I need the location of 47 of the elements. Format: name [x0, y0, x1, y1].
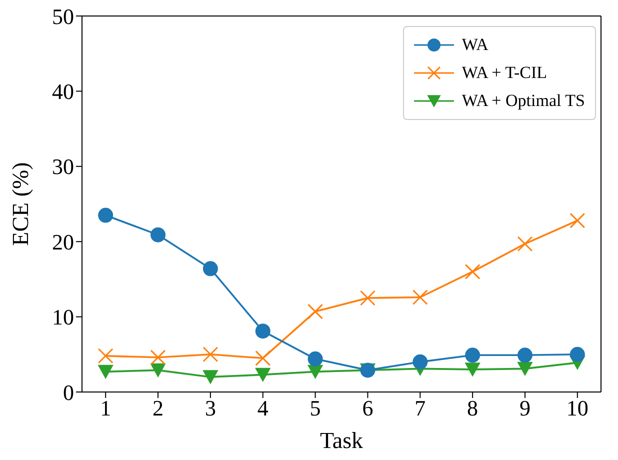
- y-tick-label: 30: [52, 154, 74, 180]
- x-tick-label: 10: [566, 396, 588, 421]
- point: [464, 264, 480, 280]
- x-tick-label: 5: [310, 396, 321, 421]
- y-tick-label: 10: [52, 304, 74, 330]
- point: [570, 346, 585, 362]
- y-tick-label: 0: [63, 380, 74, 405]
- point: [255, 324, 270, 339]
- point: [202, 346, 218, 362]
- legend-label: WA: [462, 35, 488, 55]
- point: [412, 290, 428, 305]
- y-tick-label: 40: [52, 79, 74, 104]
- x-tick-label: 9: [519, 396, 530, 421]
- point: [255, 350, 271, 366]
- x-tick-label: 8: [467, 396, 478, 421]
- point: [202, 261, 218, 276]
- point: [308, 364, 323, 378]
- point: [202, 370, 218, 384]
- point: [465, 348, 480, 363]
- y-tick-label: 20: [52, 229, 74, 254]
- y-tick-label: 50: [52, 4, 74, 29]
- point: [150, 363, 166, 377]
- point: [255, 368, 270, 382]
- point: [412, 354, 428, 370]
- point: [98, 348, 114, 364]
- x-axis-title: Task: [320, 428, 364, 453]
- point: [98, 208, 114, 223]
- x-tick-label: 3: [204, 396, 216, 421]
- point: [517, 236, 533, 252]
- x-tick-label: 7: [414, 396, 426, 421]
- x-tick-label: 2: [152, 396, 164, 421]
- point: [150, 227, 166, 242]
- x-tick-label: 4: [257, 396, 268, 421]
- legend-label: WA + Optimal TS: [462, 91, 585, 111]
- y-axis-title: ECE (%): [8, 162, 34, 246]
- point: [465, 362, 480, 376]
- point: [517, 362, 532, 376]
- x-tick-label: 6: [362, 396, 374, 421]
- legend-label: WA + T-CIL: [462, 63, 548, 83]
- point: [517, 348, 532, 363]
- point: [308, 304, 324, 320]
- point: [308, 351, 323, 366]
- x-tick-label: 1: [100, 396, 112, 421]
- point: [360, 290, 376, 306]
- point: [570, 212, 586, 228]
- point: [98, 364, 114, 378]
- point: [150, 350, 166, 366]
